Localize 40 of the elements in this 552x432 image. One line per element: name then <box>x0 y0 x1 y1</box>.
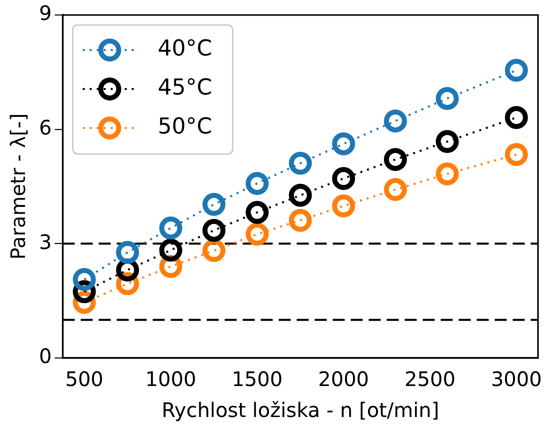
point <box>504 142 528 166</box>
point <box>504 58 528 82</box>
legend-label: 45°C <box>158 76 212 101</box>
point <box>202 218 226 242</box>
point <box>159 238 182 262</box>
x-tick-label: 500 <box>65 367 104 392</box>
point <box>384 148 407 171</box>
point <box>332 132 356 156</box>
legend-label: 50°C <box>158 114 212 140</box>
y-tick-label: 0 <box>38 344 52 368</box>
x-tick-label: 1500 <box>232 367 283 392</box>
legend-label: 40°C <box>158 36 212 62</box>
point <box>504 106 528 130</box>
x-tick-label: 2500 <box>404 367 456 392</box>
y-tick-label: 9 <box>38 1 52 26</box>
x-tick-label: 3000 <box>490 367 542 392</box>
point <box>288 152 312 175</box>
point <box>72 268 96 291</box>
x-tick-label: 2000 <box>318 367 370 392</box>
point <box>436 86 459 110</box>
point <box>288 184 312 207</box>
point <box>384 178 407 202</box>
point <box>436 162 459 186</box>
y-tick-label: 3 <box>38 230 52 254</box>
point <box>246 200 269 224</box>
x-tick-label: 1000 <box>145 367 196 392</box>
point <box>116 240 140 264</box>
point <box>332 194 356 218</box>
x-axis-title: Rychlost ložiska - n [ot/min] <box>162 398 440 422</box>
point <box>246 172 269 195</box>
point <box>202 192 226 216</box>
y-axis-title: Parametr - λ[-] <box>6 113 30 260</box>
y-tick-label: 6 <box>38 116 52 140</box>
point <box>202 239 226 262</box>
point <box>436 130 459 154</box>
point <box>246 222 269 246</box>
point <box>288 208 312 232</box>
point <box>332 166 356 190</box>
point <box>159 216 182 240</box>
point <box>384 109 407 132</box>
